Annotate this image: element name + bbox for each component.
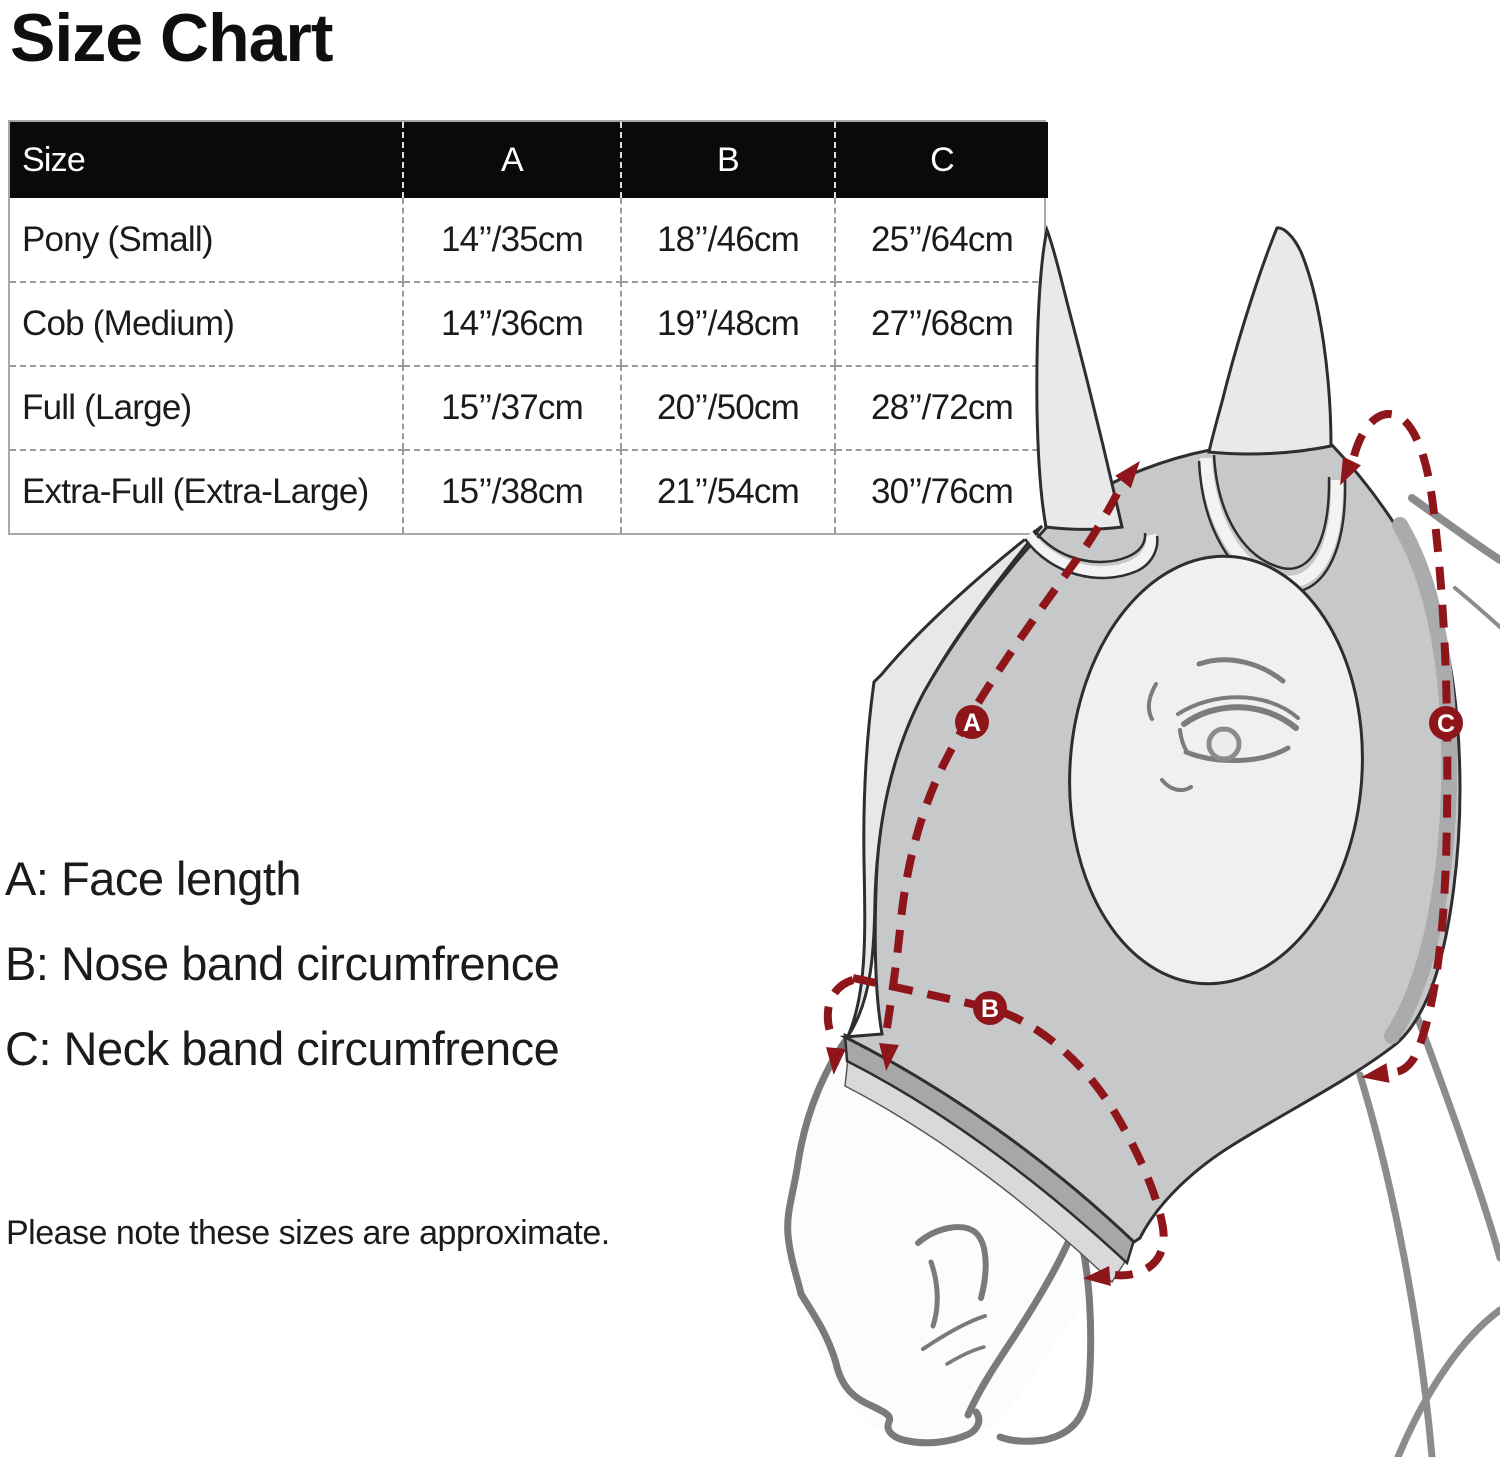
measurement-badges: A B C (955, 705, 1463, 1025)
horse-cheek (846, 524, 1044, 1037)
table-header-c: C (836, 122, 1048, 198)
measurement-legend: A: Face length B: Nose band circumfrence… (5, 836, 560, 1091)
table-row-label: Pony (Small) (10, 198, 404, 281)
measurement-line-c (1350, 410, 1452, 1077)
badge-c-label: C (1437, 710, 1455, 738)
legend-item-c: C: Neck band circumfrence (5, 1022, 560, 1075)
table-header-b: B (622, 122, 836, 198)
table-cell-a: 15’’/38cm (404, 449, 622, 533)
arrowhead-b-loop-icon (826, 1047, 846, 1075)
badge-a-label: A (963, 709, 981, 737)
eye-opening (1068, 554, 1364, 986)
table-row-label: Extra-Full (Extra-Large) (10, 449, 404, 533)
measurement-line-a (883, 488, 1123, 1029)
table-cell-a: 14’’/36cm (404, 281, 622, 365)
arrowhead-c-end-icon (1361, 1063, 1390, 1083)
horse-eye (1146, 657, 1300, 793)
arrowhead-b-end-icon (1083, 1266, 1111, 1286)
table-cell-a: 15’’/37cm (404, 365, 622, 449)
table-cell-b: 21’’/54cm (622, 449, 836, 533)
badge-b (973, 991, 1007, 1025)
legend-item-a: A: Face length (5, 852, 302, 905)
table-cell-b: 18’’/46cm (622, 198, 836, 281)
fly-mask (839, 443, 1462, 1244)
measurement-arrowheads (826, 456, 1390, 1286)
horse-right-ear (1207, 226, 1333, 456)
neck-band-shade (1384, 517, 1458, 1044)
page-title: Size Chart (10, 0, 334, 76)
measurement-line-b-loop (823, 976, 855, 1043)
table-cell-c: 27’’/68cm (836, 281, 1048, 365)
table-cell-b: 20’’/50cm (622, 365, 836, 449)
table-header-a: A (404, 122, 622, 198)
arrowhead-c-top-icon (1340, 456, 1361, 486)
table-cell-c: 28’’/72cm (836, 365, 1048, 449)
table-cell-b: 19’’/48cm (622, 281, 836, 365)
legend-item-b: B: Nose band circumfrence (5, 937, 560, 990)
horse-muzzle-lines (784, 1036, 1095, 1447)
nose-band (843, 1032, 1136, 1266)
horse-left-ear (1035, 224, 1124, 531)
approximate-sizes-note: Please note these sizes are approximate. (6, 1214, 610, 1252)
muzzle-top-strip (844, 1056, 1127, 1284)
size-table: Size A B C Pony (Small) 14’’/35cm 18’’/4… (8, 120, 1048, 535)
arrowhead-a-top-icon (1115, 461, 1140, 489)
table-cell-c: 30’’/76cm (836, 449, 1048, 533)
horse-neck-lines (1356, 494, 1500, 1457)
table-header-size: Size (10, 122, 404, 198)
ear-hole-rims (1023, 454, 1347, 595)
table-cell-a: 14’’/35cm (404, 198, 622, 281)
horse-muzzle (787, 1036, 1130, 1446)
badge-c (1429, 706, 1463, 740)
table-row-label: Cob (Medium) (10, 281, 404, 365)
table-row-label: Full (Large) (10, 365, 404, 449)
arrowhead-a-bottom-icon (879, 1042, 899, 1071)
badge-a (955, 705, 989, 739)
badge-b-label: B (981, 995, 999, 1023)
table-cell-c: 25’’/64cm (871, 219, 1014, 259)
measurement-line-b (852, 974, 1168, 1280)
